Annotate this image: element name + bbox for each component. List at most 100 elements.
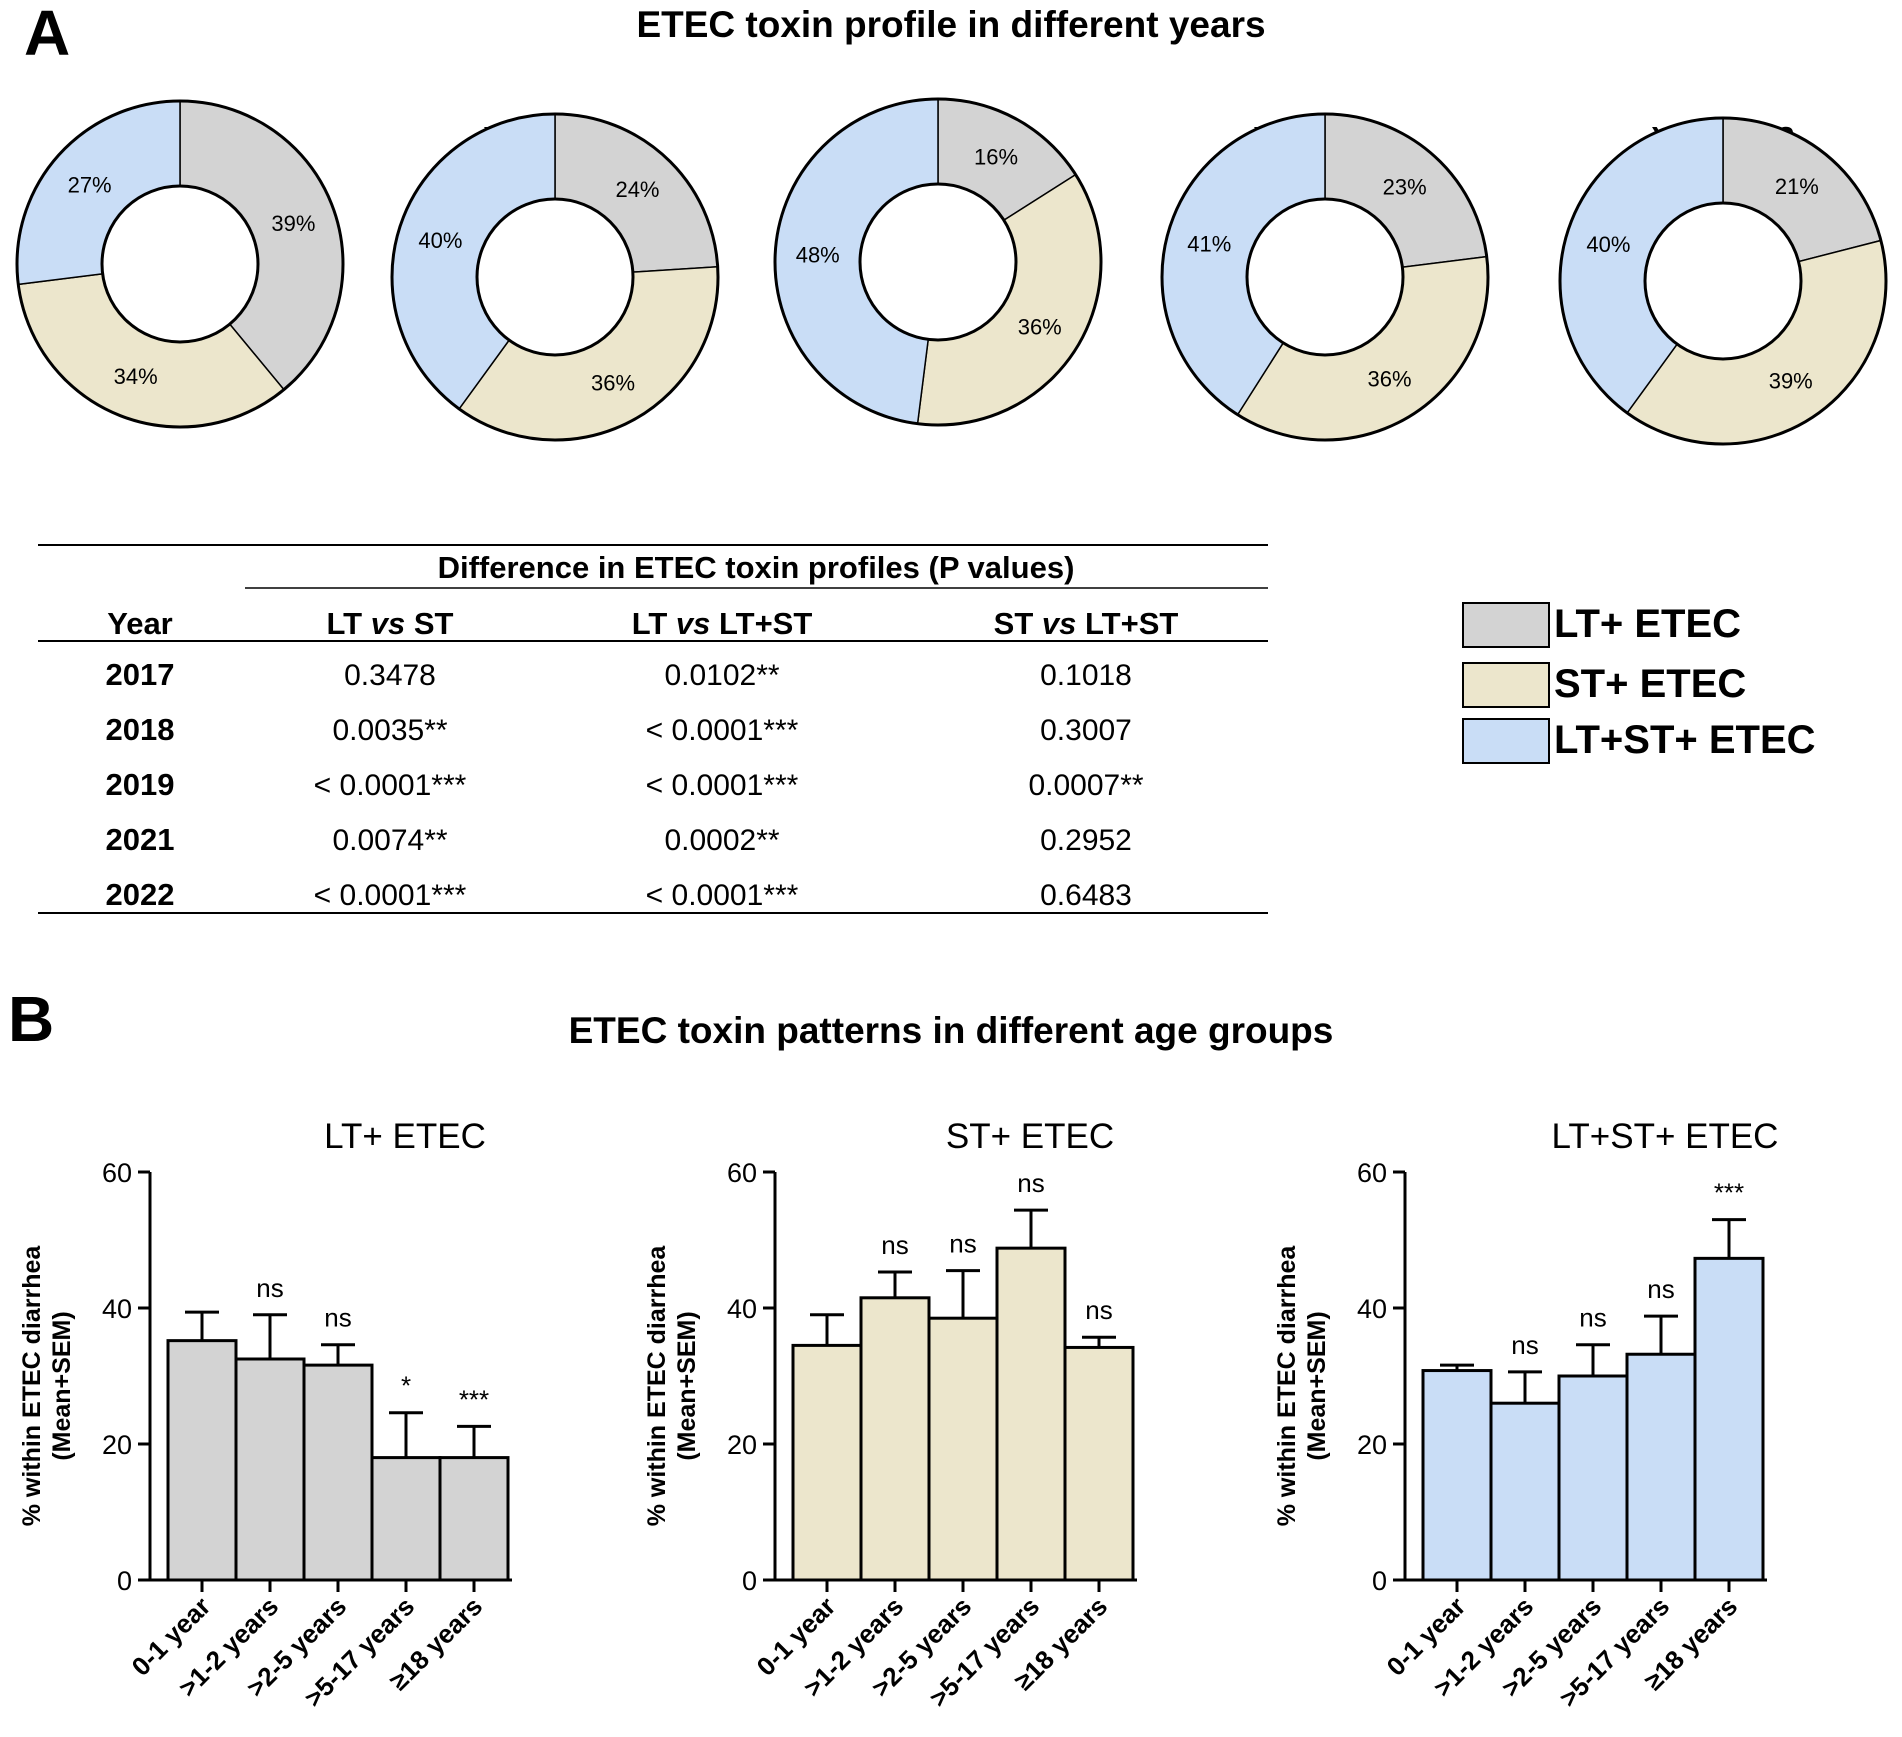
significance-label: * bbox=[401, 1371, 411, 1401]
y-tick-label: 0 bbox=[117, 1566, 132, 1596]
table-row: 2019 < 0.0001*** < 0.0001*** 0.0007** bbox=[106, 767, 1144, 802]
table-cell: < 0.0001*** bbox=[646, 714, 799, 747]
table-row: 2018 0.0035** < 0.0001*** 0.3007 bbox=[106, 712, 1132, 747]
y-axis-label: % within ETEC diarrhea(Mean+SEM) bbox=[18, 1245, 76, 1527]
legend-swatch-lt bbox=[1462, 602, 1550, 648]
table-cell-year: 2017 bbox=[106, 657, 175, 692]
donut-outline bbox=[1160, 112, 1490, 442]
legend-label-ltst: LT+ST+ ETEC bbox=[1554, 718, 1816, 762]
donut-slice-label: 48% bbox=[796, 242, 840, 267]
bar bbox=[1625, 1352, 1697, 1582]
table-cell-year: 2022 bbox=[106, 877, 175, 912]
bar bbox=[438, 1456, 510, 1582]
y-tick-label: 0 bbox=[1372, 1566, 1387, 1596]
donut-outline bbox=[390, 112, 720, 442]
donut-slice-label: 27% bbox=[68, 172, 112, 197]
bar bbox=[1421, 1369, 1493, 1582]
bar bbox=[234, 1357, 306, 1582]
significance-label: ns bbox=[1085, 1295, 1112, 1325]
donut-chart-5: Year 202221%39%40% bbox=[1558, 116, 1888, 446]
significance-label: ns bbox=[256, 1273, 283, 1303]
significance-label: *** bbox=[1714, 1178, 1744, 1208]
y-tick-label: 40 bbox=[1357, 1294, 1387, 1324]
y-tick-label: 60 bbox=[1357, 1158, 1387, 1188]
donut-charts: Year 201739%34%27%Year 201824%36%40%Year… bbox=[15, 97, 1888, 446]
bar bbox=[995, 1246, 1067, 1582]
significance-label: *** bbox=[459, 1384, 489, 1414]
table-col-year: Year bbox=[107, 606, 173, 641]
legend-swatch-ltst bbox=[1462, 718, 1550, 764]
bar bbox=[1557, 1374, 1629, 1582]
donut-slice-label: 39% bbox=[271, 211, 315, 236]
donut-slice-label: 24% bbox=[615, 177, 659, 202]
donut-chart-2: Year 201824%36%40% bbox=[390, 112, 720, 442]
bar bbox=[859, 1296, 931, 1582]
significance-label: ns bbox=[324, 1303, 351, 1333]
table-cell: 0.6483 bbox=[1040, 879, 1132, 912]
y-tick-label: 40 bbox=[727, 1294, 757, 1324]
significance-label: ns bbox=[1511, 1330, 1538, 1360]
table-cell: < 0.0001*** bbox=[646, 879, 799, 912]
bar bbox=[791, 1343, 863, 1582]
table-row: 2022 < 0.0001*** < 0.0001*** 0.6483 bbox=[106, 877, 1132, 912]
donut-chart-3: Year 201916%36%48% bbox=[773, 97, 1103, 427]
table-cell: 0.0074** bbox=[332, 824, 447, 857]
donut-slice-label: 40% bbox=[1586, 232, 1630, 257]
table-group-header: Difference in ETEC toxin profiles (P val… bbox=[438, 550, 1075, 585]
y-axis-label: % within ETEC diarrhea(Mean+SEM) bbox=[1273, 1245, 1331, 1527]
table-cell: 0.1018 bbox=[1040, 659, 1132, 692]
y-tick-label: 60 bbox=[727, 1158, 757, 1188]
bar bbox=[1063, 1345, 1135, 1582]
bar-chart-title: LT+ ETEC bbox=[324, 1117, 486, 1156]
table-cell: < 0.0001*** bbox=[314, 879, 467, 912]
bar-chart-1: LT+ ETEC % within ETEC diarrhea(Mean+SEM)… bbox=[18, 1117, 512, 1713]
significance-label: ns bbox=[1579, 1303, 1606, 1333]
table-cell: 0.2952 bbox=[1040, 824, 1132, 857]
bar bbox=[370, 1456, 442, 1582]
significance-label: ns bbox=[949, 1229, 976, 1259]
y-tick-label: 0 bbox=[742, 1566, 757, 1596]
table-cell: 0.0102** bbox=[664, 659, 779, 692]
significance-label: ns bbox=[881, 1230, 908, 1260]
table-col-st-vs-ltst: ST vs LT+ST bbox=[994, 606, 1179, 641]
bar-chart-3: LT+ST+ ETEC % within ETEC diarrhea(Mean+S… bbox=[1273, 1117, 1778, 1713]
legend-label-st: ST+ ETEC bbox=[1554, 662, 1747, 706]
donut-chart-1: Year 201739%34%27% bbox=[15, 99, 345, 429]
donut-outline bbox=[1558, 116, 1888, 446]
donut-slice-label: 40% bbox=[418, 228, 462, 253]
donut-outline bbox=[15, 99, 345, 429]
bar-chart-title: LT+ST+ ETEC bbox=[1552, 1117, 1779, 1156]
donut-hole bbox=[100, 184, 260, 344]
table-row: 2017 0.3478 0.0102** 0.1018 bbox=[106, 657, 1132, 692]
table-cell: 0.3478 bbox=[344, 659, 436, 692]
p-value-table: Difference in ETEC toxin profiles (P val… bbox=[38, 544, 1268, 914]
table-cell-year: 2019 bbox=[106, 767, 175, 802]
table-cell: 0.0007** bbox=[1028, 769, 1143, 802]
table-cell-year: 2021 bbox=[106, 822, 175, 857]
panel-a-letter: A bbox=[24, 0, 71, 69]
donut-hole bbox=[1245, 197, 1405, 357]
bar bbox=[302, 1363, 374, 1582]
panel-b-letter: B bbox=[8, 983, 55, 1055]
donut-hole bbox=[475, 197, 635, 357]
y-tick-label: 60 bbox=[102, 1158, 132, 1188]
donut-slice-label: 36% bbox=[1368, 367, 1412, 392]
significance-label: ns bbox=[1017, 1168, 1044, 1198]
legend-label-lt: LT+ ETEC bbox=[1554, 602, 1742, 646]
donut-slice-label: 34% bbox=[114, 364, 158, 389]
panel-b-title: ETEC toxin patterns in different age gro… bbox=[568, 1010, 1334, 1051]
donut-chart-4: Year 202123%36%41% bbox=[1160, 112, 1490, 442]
table-col-lt-vs-ltst: LT vs LT+ST bbox=[632, 606, 813, 641]
table-cell: < 0.0001*** bbox=[314, 769, 467, 802]
table-col-lt-vs-st: LT vs ST bbox=[327, 606, 454, 641]
donut-slice-label: 16% bbox=[974, 144, 1018, 169]
table-cell: 0.0035** bbox=[332, 714, 447, 747]
legend-swatch-st bbox=[1462, 662, 1550, 708]
y-tick-label: 40 bbox=[102, 1294, 132, 1324]
donut-slice-label: 36% bbox=[591, 371, 635, 396]
table-cell: 0.0002** bbox=[664, 824, 779, 857]
bar-charts: LT+ ETEC % within ETEC diarrhea(Mean+SEM)… bbox=[18, 1117, 1778, 1713]
bar bbox=[1489, 1401, 1561, 1582]
significance-label: ns bbox=[1647, 1274, 1674, 1304]
bar bbox=[166, 1339, 238, 1582]
